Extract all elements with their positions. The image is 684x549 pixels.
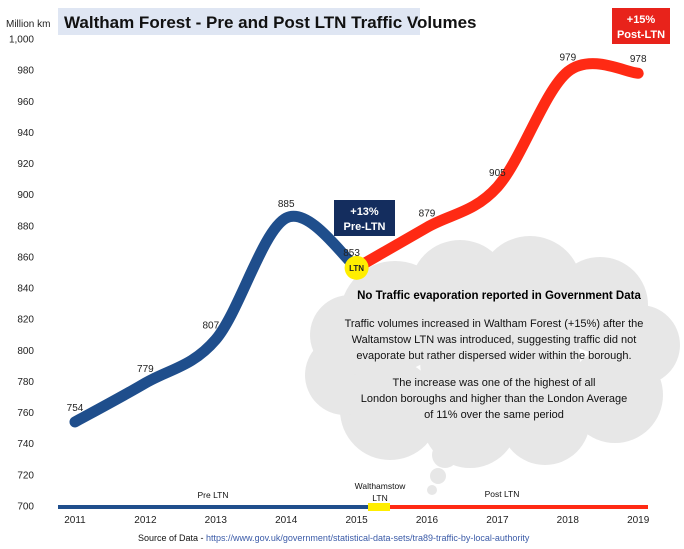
pre-ltn-badge — [334, 200, 395, 236]
y-tick-label: 880 — [17, 221, 34, 232]
y-tick-label: 940 — [17, 128, 34, 139]
post-ltn-badge-pct: +15% — [627, 14, 656, 26]
source-link[interactable]: https://www.gov.uk/government/statistica… — [206, 533, 530, 543]
x-tick-label: 2012 — [134, 515, 157, 526]
cloud-tail-bubble — [430, 468, 446, 484]
data-label: 879 — [419, 208, 436, 219]
y-tick-label: 700 — [17, 502, 34, 513]
x-tick-label: 2015 — [345, 515, 368, 526]
y-tick-label: 780 — [17, 377, 34, 388]
y-axis-label: Million km — [6, 19, 50, 30]
cloud-tail-bubble — [427, 485, 437, 495]
series-pre-ltn-line — [69, 210, 363, 428]
cloud-text-line: London boroughs and higher than the Lond… — [361, 393, 627, 405]
cloud-tail-bubble — [432, 442, 458, 468]
x-tick-label: 2019 — [627, 515, 650, 526]
chart-title: Waltham Forest - Pre and Post LTN Traffi… — [64, 13, 476, 32]
cloud-text-line: Waltamstow LTN was introduced, suggestin… — [352, 334, 637, 346]
post-ltn-badge — [612, 8, 670, 44]
timeline-ltn — [368, 503, 390, 511]
y-tick-label: 800 — [17, 346, 34, 357]
data-label: 807 — [202, 320, 219, 331]
y-tick-label: 960 — [17, 97, 34, 108]
pre-ltn-badge-pct: +13% — [350, 206, 379, 218]
data-label: 885 — [278, 199, 295, 210]
annotation-cloud: No Traffic evaporation reported in Gover… — [305, 236, 680, 495]
cloud-text-line: Traffic volumes increased in Waltham For… — [345, 318, 644, 330]
cloud-text-line: of 11% over the same period — [424, 409, 564, 421]
data-label: 905 — [489, 168, 506, 179]
x-tick-label: 2013 — [205, 515, 228, 526]
x-tick-label: 2017 — [486, 515, 509, 526]
data-label: 754 — [67, 403, 84, 414]
data-label: 853 — [343, 248, 360, 259]
timeline-bar: Pre LTN Walthamstow LTN Post LTN — [58, 481, 648, 511]
timeline-pre-label: Pre LTN — [197, 490, 228, 500]
ltn-marker-label: LTN — [349, 264, 364, 273]
ltn-marker-circle — [344, 255, 369, 280]
cloud-text-line: The increase was one of the highest of a… — [392, 377, 595, 389]
timeline-post — [390, 505, 648, 509]
y-tick-label: 1,000 — [9, 35, 34, 46]
source-prefix: Source of Data - — [138, 533, 206, 543]
y-tick-label: 920 — [17, 159, 34, 170]
y-tick-label: 740 — [17, 439, 34, 450]
y-tick-label: 860 — [17, 252, 34, 263]
timeline-pre — [58, 505, 368, 509]
post-ltn-badge-label: Post-LTN — [617, 29, 665, 41]
data-label: 779 — [137, 364, 154, 375]
title-box — [58, 8, 420, 35]
series-post-ltn-line — [351, 58, 644, 274]
y-axis-ticks: 700 720 740 760 780 800 820 840 860 880 900 920 940 9… — [9, 35, 34, 513]
y-tick-label: 820 — [17, 315, 34, 326]
source-line: Source of Data - https://www.gov.uk/gove… — [138, 533, 530, 543]
x-tick-label: 2018 — [557, 515, 580, 526]
x-tick-label: 2016 — [416, 515, 439, 526]
pre-ltn-badge-label: Pre-LTN — [344, 221, 386, 233]
x-tick-label: 2011 — [64, 515, 86, 526]
cloud-text-line: evaporate but rather dispersed wider wit… — [356, 350, 631, 362]
y-tick-label: 720 — [17, 470, 34, 481]
data-label: 978 — [630, 54, 647, 65]
data-label: 979 — [559, 53, 576, 64]
y-tick-label: 980 — [17, 66, 34, 77]
timeline-mid-label-1: Walthamstow — [355, 481, 407, 491]
y-tick-label: 840 — [17, 284, 34, 295]
x-tick-label: 2014 — [275, 515, 298, 526]
cloud-heading: No Traffic evaporation reported in Gover… — [357, 290, 641, 302]
y-tick-label: 760 — [17, 408, 34, 419]
ltn-marker: LTN — [344, 255, 369, 280]
timeline-post-label: Post LTN — [485, 489, 520, 499]
y-tick-label: 900 — [17, 190, 34, 201]
timeline-mid-label-2: LTN — [372, 493, 387, 503]
